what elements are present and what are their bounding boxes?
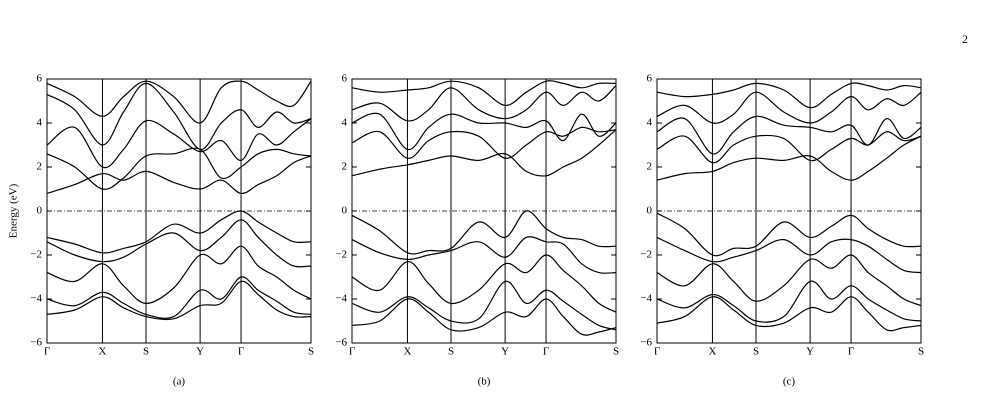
- band: [352, 254, 616, 313]
- y-tick-label: −4: [335, 293, 347, 305]
- band: [352, 298, 616, 336]
- x-tick-label: Γ: [349, 346, 355, 358]
- band: [47, 210, 311, 254]
- band: [47, 219, 311, 268]
- y-tick-label: 6: [342, 73, 348, 85]
- x-tick-label: Γ: [238, 346, 244, 358]
- band: [47, 147, 311, 190]
- y-axis-label: Energy (eV): [8, 183, 20, 238]
- y-tick-label: 0: [37, 205, 43, 217]
- panel-caption: (b): [478, 376, 491, 388]
- y-tick-label: 2: [342, 161, 348, 173]
- y-tick-label: −6: [640, 337, 652, 349]
- band: [657, 115, 921, 155]
- band: [352, 129, 616, 177]
- band: [47, 245, 311, 305]
- y-tick-label: −4: [640, 293, 652, 305]
- x-tick-label: S: [918, 346, 924, 358]
- y-tick-label: −6: [30, 337, 42, 349]
- band: [657, 212, 921, 257]
- y-tick-label: 2: [37, 161, 43, 173]
- y-tick-label: 0: [647, 205, 653, 217]
- band: [47, 82, 311, 151]
- x-tick-label: X: [708, 346, 716, 358]
- band: [657, 135, 921, 181]
- band: [657, 91, 921, 124]
- band: [47, 280, 311, 321]
- x-tick-label: X: [98, 346, 106, 358]
- y-tick-label: 4: [37, 117, 43, 129]
- x-tick-label: S: [448, 346, 454, 358]
- band: [47, 276, 311, 319]
- x-tick-label: S: [613, 346, 619, 358]
- band: [47, 155, 311, 195]
- x-tick-label: X: [403, 346, 411, 358]
- band: [352, 80, 616, 107]
- y-tick-label: −2: [640, 249, 652, 261]
- band: [657, 236, 921, 274]
- x-tick-label: Γ: [44, 346, 50, 358]
- band: [47, 118, 311, 169]
- band: [657, 131, 921, 164]
- page-number: 2: [962, 32, 968, 46]
- x-tick-label: S: [308, 346, 314, 358]
- x-tick-label: Γ: [543, 346, 549, 358]
- panel-caption: (a): [173, 376, 186, 388]
- band: [47, 80, 311, 124]
- y-tick-label: −2: [30, 249, 42, 261]
- y-tick-label: 4: [647, 117, 653, 129]
- x-tick-label: S: [753, 346, 759, 358]
- panel-caption: (c): [783, 376, 796, 388]
- band: [352, 85, 616, 122]
- y-tick-label: 6: [37, 73, 43, 85]
- x-tick-label: Y: [806, 346, 814, 358]
- y-tick-label: −4: [30, 293, 42, 305]
- band: [657, 280, 921, 323]
- x-tick-label: S: [143, 346, 149, 358]
- band: [657, 296, 921, 332]
- y-tick-label: 6: [647, 73, 653, 85]
- y-tick-label: 4: [342, 117, 348, 129]
- y-tick-label: −6: [335, 337, 347, 349]
- x-tick-label: Γ: [654, 346, 660, 358]
- y-tick-label: −2: [335, 249, 347, 261]
- y-tick-label: 0: [342, 205, 348, 217]
- band: [352, 210, 616, 255]
- y-tick-label: 2: [647, 161, 653, 173]
- band: [352, 280, 616, 331]
- band: [657, 254, 921, 307]
- band: [352, 126, 616, 159]
- x-tick-label: Y: [196, 346, 204, 358]
- band: [352, 236, 616, 274]
- x-tick-label: Y: [501, 346, 509, 358]
- band: [352, 112, 616, 151]
- band: [657, 82, 921, 109]
- x-tick-label: Γ: [848, 346, 854, 358]
